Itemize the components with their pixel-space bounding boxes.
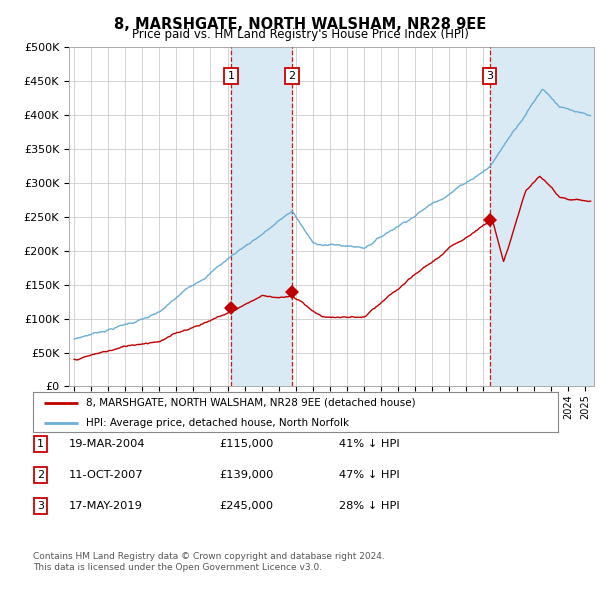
Text: 19-MAR-2004: 19-MAR-2004 (69, 439, 146, 448)
Text: 3: 3 (486, 71, 493, 81)
Text: 3: 3 (37, 502, 44, 511)
Text: 11-OCT-2007: 11-OCT-2007 (69, 470, 143, 480)
Text: £139,000: £139,000 (219, 470, 274, 480)
Text: 28% ↓ HPI: 28% ↓ HPI (339, 502, 400, 511)
Text: Contains HM Land Registry data © Crown copyright and database right 2024.
This d: Contains HM Land Registry data © Crown c… (33, 552, 385, 572)
Text: 2: 2 (37, 470, 44, 480)
Bar (231, 47, 292, 386)
Text: 8, MARSHGATE, NORTH WALSHAM, NR28 9EE: 8, MARSHGATE, NORTH WALSHAM, NR28 9EE (114, 17, 486, 31)
Bar (490, 47, 594, 386)
Text: 1: 1 (227, 71, 235, 81)
Text: 8, MARSHGATE, NORTH WALSHAM, NR28 9EE (detached house): 8, MARSHGATE, NORTH WALSHAM, NR28 9EE (d… (86, 398, 415, 408)
Text: 2: 2 (289, 71, 296, 81)
Text: 41% ↓ HPI: 41% ↓ HPI (339, 439, 400, 448)
Text: £115,000: £115,000 (219, 439, 274, 448)
Text: £245,000: £245,000 (219, 502, 273, 511)
Text: 17-MAY-2019: 17-MAY-2019 (69, 502, 143, 511)
Text: Price paid vs. HM Land Registry's House Price Index (HPI): Price paid vs. HM Land Registry's House … (131, 28, 469, 41)
Text: 47% ↓ HPI: 47% ↓ HPI (339, 470, 400, 480)
Text: 1: 1 (37, 439, 44, 448)
Text: HPI: Average price, detached house, North Norfolk: HPI: Average price, detached house, Nort… (86, 418, 349, 428)
